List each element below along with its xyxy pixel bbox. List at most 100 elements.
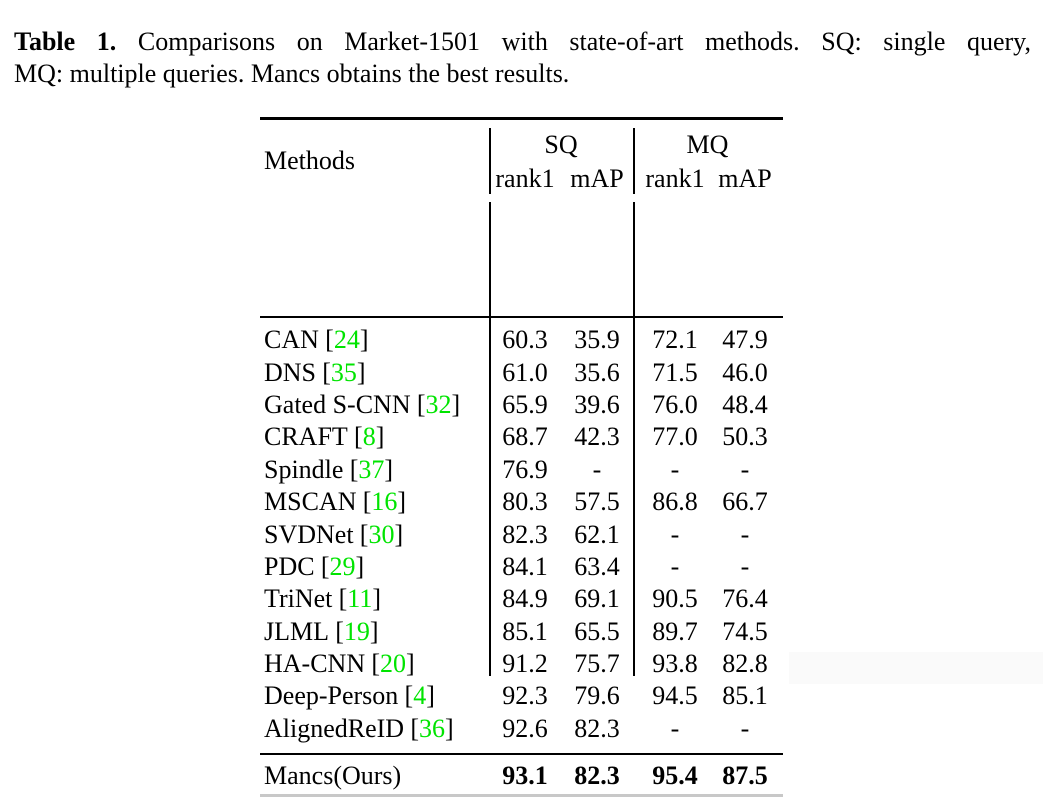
method-name: CAN (264, 325, 319, 355)
column-divider (489, 202, 491, 676)
method-name: Gated S-CNN (264, 389, 411, 419)
table-row: JLML [19] 85.1 65.5 89.7 74.5 (260, 616, 783, 648)
citation-bracket-open: [ (322, 357, 331, 387)
citation: [24] (325, 325, 368, 354)
method-name: Mancs(Ours) (264, 761, 402, 790)
citation-number: 8 (362, 422, 376, 452)
mq-rank1-value: - (670, 519, 680, 549)
citation-bracket-close: ] (375, 422, 385, 452)
caption-text: Comparisons on Market-1501 with state-of… (137, 27, 1031, 56)
method-name: PDC (264, 551, 315, 581)
screenshot-gray-artifact (789, 652, 1043, 684)
column-divider (633, 202, 635, 676)
citation: [32] (417, 390, 460, 419)
method-cell: AlignedReID [36] (260, 714, 489, 744)
method-cell: DNS [35] (260, 358, 489, 388)
sq-map-value: 57.5 (574, 487, 620, 517)
sq-rank1-header: rank1 (495, 163, 555, 193)
mq-map-value: 50.3 (722, 422, 768, 452)
citation-bracket-open: [ (354, 422, 363, 452)
citation-number: 37 (358, 454, 385, 484)
method-cell: PDC [29] (260, 552, 489, 582)
table-row: Gated S-CNN [32] 65.9 39.6 76.0 48.4 (260, 389, 783, 421)
mq-rank1-value: - (670, 551, 680, 581)
method-name: SVDNet (264, 519, 354, 549)
method-name: Deep-Person (264, 681, 399, 711)
citation-bracket-open: [ (320, 551, 330, 581)
sq-map-value: 35.6 (574, 357, 620, 387)
citation: [36] (410, 714, 453, 743)
mq-map-value: - (740, 713, 750, 743)
table-header-rule (260, 316, 783, 318)
table-row: AlignedReID [36] 92.6 82.3 - - (260, 713, 783, 745)
sq-rank1-value: 82.3 (502, 519, 548, 549)
citation: [37] (350, 455, 393, 484)
table-row: Deep-Person [4] 92.3 79.6 94.5 85.1 (260, 680, 783, 712)
citation-number: 36 (419, 713, 445, 743)
table-body: CAN [24] 60.3 35.9 72.1 47.9 DNS [35] 61.0… (260, 318, 783, 745)
citation: [4] (405, 681, 435, 710)
table-row: DNS [35] 61.0 35.6 71.5 46.0 (260, 356, 783, 388)
method-cell: CRAFT [8] (260, 422, 489, 452)
caption-line-2: MQ: multiple queries. Mancs obtains the … (14, 59, 570, 88)
sq-rank1-value: 61.0 (502, 357, 548, 387)
citation: [29] (321, 552, 364, 581)
column-divider (489, 128, 491, 194)
sq-rank1-value: 60.3 (502, 325, 548, 355)
mq-group-header: MQ (686, 129, 729, 159)
mq-map-value: 48.4 (722, 389, 768, 419)
citation-bracket-close: ] (426, 681, 435, 711)
citation-bracket-close: ] (394, 519, 404, 549)
citation-bracket-open: [ (410, 713, 419, 743)
mq-rank1-value: 71.5 (652, 357, 698, 387)
table-top-rule (260, 117, 783, 120)
citation-bracket-open: [ (325, 325, 334, 355)
results-table: Methods SQ MQ rank1 mAP rank1 mAP CAN [24… (260, 117, 783, 797)
citation-number: 30 (368, 519, 395, 549)
citation-bracket-close: ] (397, 487, 407, 517)
method-cell: Deep-Person [4] (260, 681, 489, 711)
method-name: DNS (264, 357, 317, 387)
mq-map-value: 82.8 (722, 649, 768, 679)
method-name: TriNet (264, 584, 333, 614)
table-row: MSCAN [16] 80.3 57.5 86.8 66.7 (260, 486, 783, 518)
mq-map-value: 87.5 (722, 761, 768, 790)
table-row: CAN [24] 60.3 35.9 72.1 47.9 (260, 324, 783, 356)
method-cell: CAN [24] (260, 325, 489, 355)
sq-map-value: 62.1 (574, 519, 620, 549)
citation-number: 19 (343, 616, 370, 646)
method-name: JLML (264, 616, 329, 646)
citation-bracket-close: ] (406, 649, 415, 679)
mq-map-value: 66.7 (722, 487, 768, 517)
column-divider (633, 128, 635, 194)
citation-bracket-close: ] (359, 325, 369, 355)
sq-map-value: 79.6 (574, 681, 620, 711)
citation-bracket-open: [ (404, 681, 414, 711)
sq-map-value: - (592, 454, 602, 484)
citation-number: 29 (329, 551, 356, 581)
citation-number: 32 (425, 389, 452, 419)
mq-rank1-value: 89.7 (652, 616, 698, 646)
sq-group-header: SQ (544, 129, 578, 159)
table-row: SVDNet [30] 82.3 62.1 - - (260, 518, 783, 550)
citation-bracket-open: [ (362, 487, 372, 517)
table-row: CRAFT [8] 68.7 42.3 77.0 50.3 (260, 421, 783, 453)
method-cell: SVDNet [30] (260, 520, 489, 550)
citation: [11] (339, 584, 381, 613)
sq-map-value: 39.6 (574, 389, 620, 419)
mq-rank1-value: 76.0 (652, 389, 698, 419)
sq-rank1-value: 80.3 (502, 487, 548, 517)
sq-rank1-value: 84.9 (502, 584, 548, 614)
sq-map-value: 35.9 (574, 325, 620, 355)
mq-rank1-value: 72.1 (652, 325, 698, 355)
caption-label: Table 1. (14, 27, 117, 56)
final-row: Mancs(Ours) 93.1 82.3 95.4 87.5 (260, 755, 783, 793)
citation-bracket-close: ] (355, 551, 365, 581)
citation-number: 20 (380, 649, 407, 679)
citation: [30] (360, 520, 403, 549)
citation-number: 35 (330, 357, 357, 387)
sq-map-value: 75.7 (574, 649, 620, 679)
sq-rank1-value: 91.2 (502, 649, 548, 679)
mq-map-value: 74.5 (722, 616, 768, 646)
sq-rank1-value: 85.1 (502, 616, 548, 646)
